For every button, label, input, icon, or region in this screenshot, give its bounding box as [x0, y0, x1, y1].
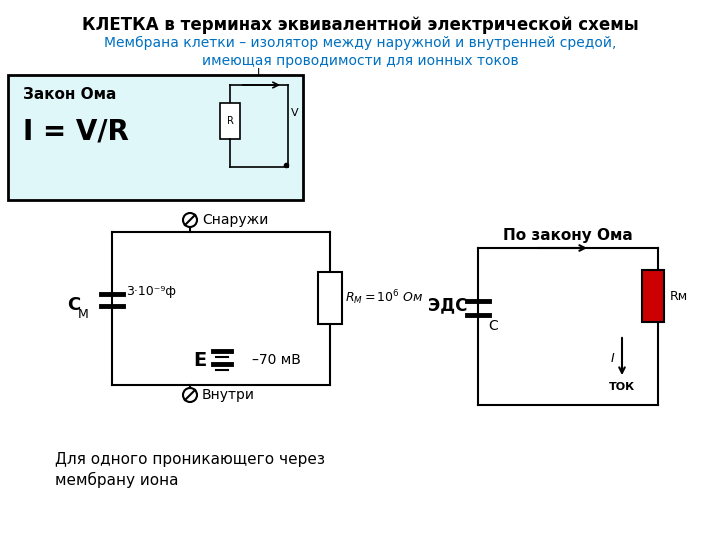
Text: По закону Ома: По закону Ома: [503, 228, 633, 243]
Text: КЛЕТКА в терминах эквивалентной электрической схемы: КЛЕТКА в терминах эквивалентной электрич…: [81, 16, 639, 34]
Text: 3·10⁻⁹ф: 3·10⁻⁹ф: [126, 286, 176, 299]
Text: Снаружи: Снаружи: [202, 213, 269, 227]
Bar: [220, 103, 240, 139]
Text: I = V/R: I = V/R: [23, 117, 129, 145]
Text: –70 мВ: –70 мВ: [252, 353, 301, 367]
Text: С: С: [68, 296, 81, 314]
Text: E: E: [194, 350, 207, 369]
Text: I: I: [257, 68, 261, 78]
Text: V: V: [291, 108, 299, 118]
Text: ТОК: ТОК: [609, 382, 635, 392]
Text: I: I: [611, 352, 614, 365]
Text: Для одного проникающего через: Для одного проникающего через: [55, 452, 325, 467]
Text: Мембрана клетки – изолятор между наружной и внутренней средой,: Мембрана клетки – изолятор между наружно…: [104, 36, 616, 50]
Text: Внутри: Внутри: [202, 388, 255, 402]
Text: С: С: [488, 319, 498, 333]
Text: М: М: [78, 307, 89, 321]
Text: имеющая проводимости для ионных токов: имеющая проводимости для ионных токов: [202, 54, 518, 68]
Text: мембрану иона: мембрану иона: [55, 472, 179, 488]
Bar: [318, 272, 342, 324]
Text: $R_М=10^6$ Ом: $R_М=10^6$ Ом: [345, 289, 423, 307]
Text: Закон Ома: Закон Ома: [23, 87, 117, 102]
Text: ЭДС: ЭДС: [428, 296, 468, 314]
Bar: [8, 75, 303, 200]
Text: R: R: [227, 116, 233, 126]
Text: Rм: Rм: [670, 289, 688, 302]
Bar: [642, 270, 664, 322]
